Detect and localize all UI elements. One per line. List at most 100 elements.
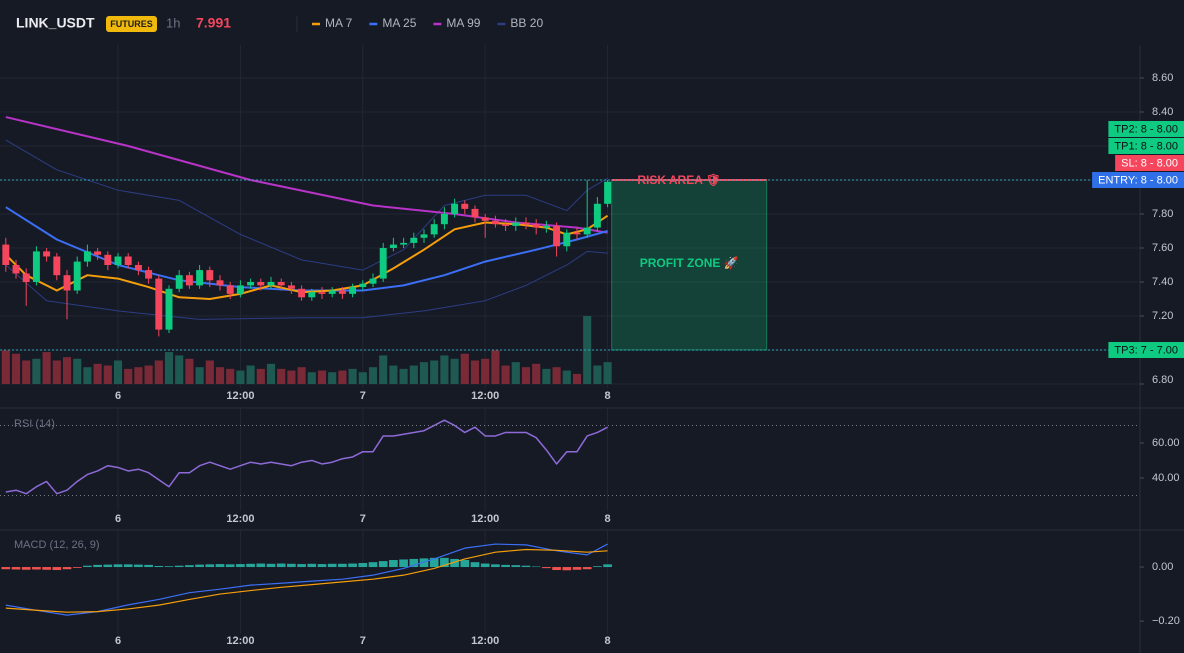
x-tick-label: 12:00: [471, 635, 499, 647]
x-tick-label: 6: [115, 635, 121, 647]
volume-bar: [470, 360, 480, 384]
volume-bar: [572, 373, 582, 384]
volume-bar: [562, 370, 571, 384]
macd-histogram-bar: [511, 565, 521, 568]
macd-histogram-bar: [429, 557, 439, 568]
volume-bar: [501, 365, 510, 384]
macd-histogram-bar: [409, 558, 419, 568]
legend-label: MA 99: [446, 16, 480, 30]
volume-bar: [450, 358, 459, 384]
price-label: TP1: 8 - 8.00: [1114, 140, 1178, 152]
profit-label: PROFIT ZONE 🚀: [640, 256, 739, 270]
plot-area: [1, 116, 612, 384]
macd-histogram-bar: [287, 563, 296, 568]
macd-histogram-bar: [1, 567, 11, 570]
volume-bar: [22, 360, 31, 384]
macd-histogram-bar: [338, 563, 347, 568]
volume-bar: [93, 363, 102, 384]
volume-bar: [175, 355, 184, 384]
x-tick-label: 6: [115, 513, 121, 525]
volume-bar: [11, 353, 21, 384]
macd-histogram-bar: [103, 564, 113, 568]
y-tick-label: 8.60: [1152, 72, 1173, 84]
volume-bar: [52, 360, 61, 384]
macd-histogram-bar: [368, 562, 378, 568]
moving-average: [5, 214, 609, 300]
x-tick-label: 12:00: [226, 635, 254, 647]
macd-histogram-bar: [297, 564, 306, 568]
macd-histogram-bar: [113, 564, 123, 568]
candle-body: [104, 254, 112, 265]
macd-histogram-bar: [32, 567, 41, 570]
volume-bar: [358, 372, 367, 384]
legend-label: MA 7: [325, 16, 353, 30]
volume-bar: [460, 353, 469, 384]
volume-bar: [164, 352, 174, 384]
price-label-box: [1108, 341, 1184, 358]
y-tick-label: 6.80: [1152, 374, 1173, 386]
volume-bar: [103, 365, 112, 384]
candle-body: [532, 224, 540, 228]
macd-histogram-bar: [450, 558, 459, 568]
candle-body: [277, 281, 285, 286]
price-label: SL: 8 - 8.00: [1121, 157, 1178, 169]
volume-bar: [226, 368, 235, 384]
candle-body: [114, 256, 122, 265]
panel-title: RSI (14): [14, 418, 55, 430]
volume-bar: [1, 350, 10, 384]
price-label: TP2: 8 - 8.00: [1114, 123, 1178, 135]
x-tick-label: 7: [360, 390, 366, 402]
candle-body: [287, 285, 295, 289]
bb-lower: [5, 250, 608, 320]
candle-body: [298, 288, 306, 298]
macd-histogram-bar: [21, 567, 31, 570]
macd-histogram-bar: [419, 558, 429, 568]
macd-histogram-bar: [174, 565, 184, 568]
volume-bar: [73, 358, 82, 384]
macd-histogram-bar: [542, 567, 551, 569]
badge: FUTURES: [110, 19, 153, 29]
candle-body: [216, 280, 224, 286]
volume-bar: [246, 365, 255, 384]
macd-histogram-bar: [276, 563, 286, 568]
volume-bar: [338, 370, 347, 384]
macd-histogram-bar: [72, 567, 82, 568]
legend-label: BB 20: [510, 16, 543, 30]
price-label-box: [1115, 154, 1184, 171]
price-label-box: [1108, 120, 1184, 137]
candle-body: [185, 275, 193, 286]
candle-body: [369, 278, 377, 284]
candle-body: [32, 251, 40, 282]
candle-body: [573, 232, 581, 235]
y-tick-label: 7.80: [1152, 208, 1173, 220]
x-tick-label: 12:00: [226, 513, 254, 525]
candle-body: [155, 278, 163, 330]
volume-bar: [430, 360, 439, 384]
volume-bar: [185, 358, 194, 384]
macd-histogram-bar: [195, 564, 204, 568]
candle-body: [145, 270, 153, 279]
macd-histogram-bar: [480, 563, 490, 568]
volume-bar: [542, 368, 551, 384]
x-tick-label: 8: [605, 390, 611, 402]
candle-body: [593, 203, 601, 228]
candle-body: [471, 208, 479, 218]
volume-bar: [328, 372, 337, 384]
macd-histogram-bar: [256, 563, 266, 568]
macd-histogram-bar: [491, 564, 500, 568]
volume-bar: [481, 358, 490, 384]
symbol[interactable]: LINK_USDT: [16, 15, 95, 31]
candle-body: [63, 275, 71, 291]
macd-histogram-bar: [552, 567, 561, 571]
candle-body: [604, 181, 612, 204]
macd-histogram-bar: [572, 567, 582, 570]
candle-body: [542, 225, 550, 228]
candle-body: [491, 220, 499, 225]
candle-body: [2, 244, 10, 265]
macd-histogram-bar: [62, 567, 72, 570]
interval[interactable]: 1h: [166, 15, 180, 30]
volume-bar: [205, 360, 214, 384]
candle-body: [206, 270, 214, 281]
candle-body: [134, 264, 142, 271]
x-tick-label: 12:00: [471, 513, 499, 525]
